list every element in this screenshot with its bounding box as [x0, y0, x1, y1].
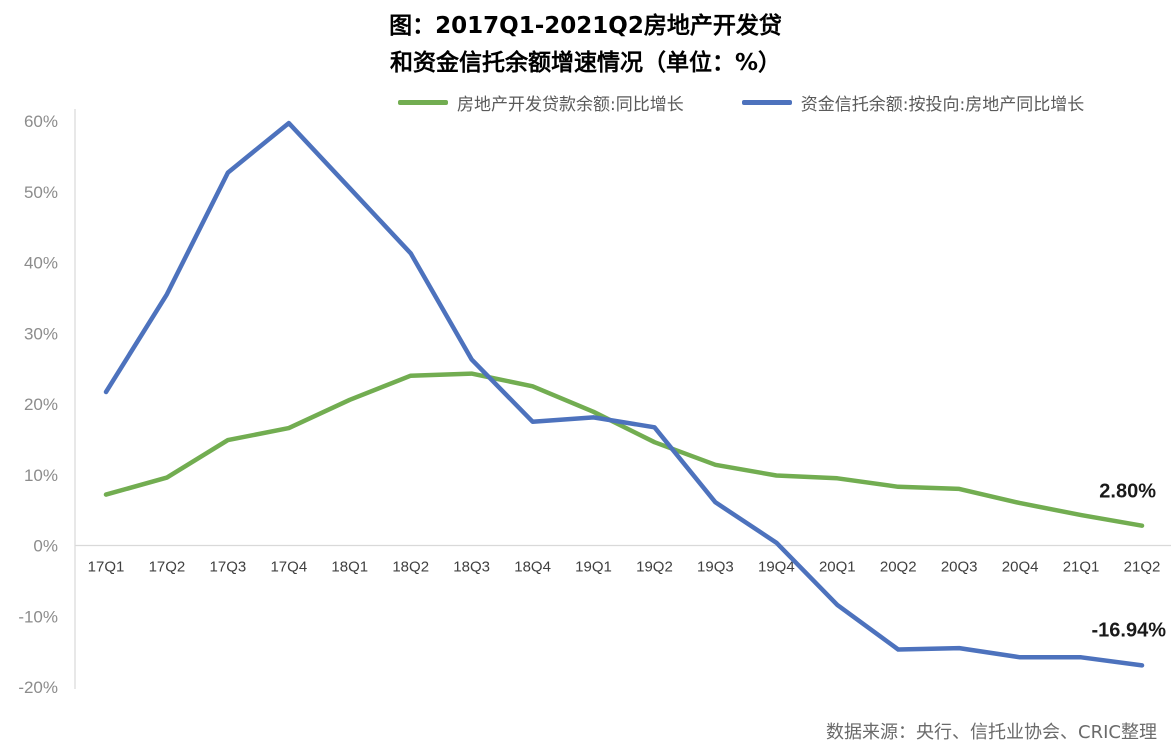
- legend-swatch-series2: [741, 100, 792, 105]
- legend-swatch-series1: [398, 100, 448, 105]
- chart-legend: 房地产开发贷款余额:同比增长 资金信托余额:按投向:房地产同比增长: [398, 90, 1142, 115]
- y-tick-label: 0%: [33, 537, 58, 556]
- x-tick-label: 21Q2: [1124, 559, 1161, 576]
- x-tick-label: 21Q1: [1063, 559, 1100, 576]
- legend-label-series1: 房地产开发贷款余额:同比增长: [457, 95, 684, 115]
- axes: [74, 109, 1171, 689]
- x-tick-label: 17Q2: [149, 559, 186, 576]
- x-tick-label: 19Q1: [575, 559, 612, 576]
- x-tick-label: 19Q4: [758, 559, 795, 576]
- x-tick-label: 19Q3: [697, 559, 734, 576]
- y-tick-label: -10%: [18, 607, 58, 626]
- legend-item-series1: 房地产开发贷款余额:同比增长: [398, 90, 684, 115]
- x-tick-label: 18Q1: [331, 559, 368, 576]
- x-tick-label: 20Q4: [1002, 559, 1039, 576]
- x-tick-label: 17Q3: [210, 559, 247, 576]
- x-tick-label: 18Q4: [514, 559, 551, 576]
- legend-item-series2: 资金信托余额:按投向:房地产同比增长: [741, 90, 1085, 115]
- x-tick-label: 17Q4: [270, 559, 307, 576]
- x-tick-label: 20Q1: [819, 559, 856, 576]
- y-tick-label: 40%: [24, 254, 58, 273]
- y-tick-label: -20%: [18, 678, 58, 697]
- x-tick-label: 17Q1: [88, 559, 125, 576]
- x-tick-label: 20Q2: [880, 559, 917, 576]
- y-tick-label: 30%: [24, 324, 58, 343]
- annotation-series1-last: 2.80%: [1099, 481, 1156, 503]
- x-axis-ticks: 17Q1 17Q2 17Q3 17Q4 18Q1 18Q2 18Q3 18Q4 19Q1 19Q2…: [88, 559, 1161, 576]
- x-tick-label: 18Q3: [453, 559, 490, 576]
- x-tick-label: 20Q3: [941, 559, 978, 576]
- series-line-2: [103, 120, 1145, 668]
- x-tick-label: 18Q2: [392, 559, 429, 576]
- annotations: 2.80% -16.94%: [1092, 481, 1167, 642]
- chart-title-line1: 图：2017Q1-2021Q2房地产开发贷: [389, 13, 782, 39]
- series-line-1: [103, 371, 1145, 528]
- annotation-series2-last: -16.94%: [1092, 619, 1167, 641]
- legend-label-series2: 资金信托余额:按投向:房地产同比增长: [800, 95, 1085, 115]
- y-tick-label: 50%: [24, 183, 58, 202]
- y-axis-ticks: 60% 50% 40% 30% 20% 10% 0% -10% -20%: [18, 112, 58, 697]
- series-lines: [103, 120, 1145, 668]
- source-note: 数据来源：央行、信托业协会、CRIC整理: [826, 722, 1157, 743]
- y-tick-label: 10%: [24, 466, 58, 485]
- y-tick-label: 20%: [24, 395, 58, 414]
- x-tick-label: 19Q2: [636, 559, 673, 576]
- chart-title-line2: 和资金信托余额增速情况（单位：%）: [389, 50, 782, 76]
- y-tick-label: 60%: [24, 112, 58, 131]
